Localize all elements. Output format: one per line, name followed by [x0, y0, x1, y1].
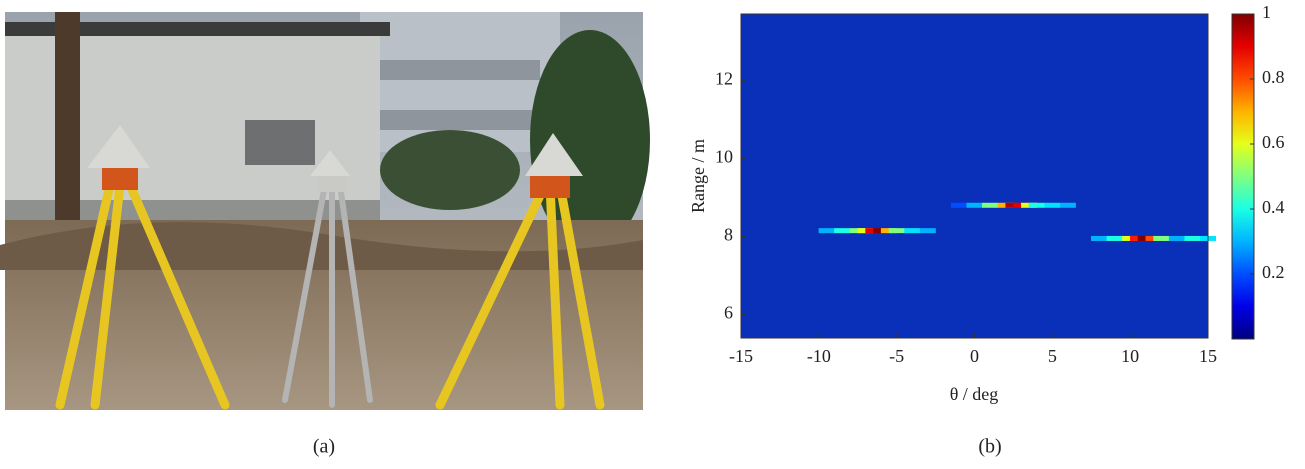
- y-tick-label: 8: [724, 225, 733, 245]
- caption: (a): [313, 436, 335, 458]
- heatmap-cell: [1091, 236, 1107, 241]
- y-axis-label: Range / m: [688, 139, 708, 213]
- x-tick-label: -10: [807, 346, 831, 366]
- y-tick-label: 12: [715, 68, 733, 88]
- x-tick-label: -5: [889, 346, 904, 366]
- colorbar: [1232, 14, 1254, 339]
- heatmap-cell: [1060, 203, 1076, 208]
- caption: (b): [978, 436, 1001, 458]
- heatmap-cell: [920, 228, 936, 233]
- heatmap-cell: [1184, 236, 1200, 241]
- heatmap-cell: [819, 228, 835, 233]
- x-axis-label: θ / deg: [950, 384, 999, 404]
- heatmap-cell: [889, 228, 905, 233]
- figure: θ / deg Range / m (a) (b) -15 -10 -5 0 5 10 15…: [0, 0, 1305, 464]
- x-tick-label: -15: [729, 346, 753, 366]
- colorbar-tick-label: 0.6: [1262, 132, 1285, 152]
- heatmap-background: [741, 14, 1208, 338]
- heatmap-cell: [904, 228, 920, 233]
- y-tick-label: 10: [715, 147, 733, 167]
- colorbar-tick-label: 0.4: [1262, 197, 1285, 217]
- heatmap-cell: [982, 203, 998, 208]
- page: θ / deg Range / m (a) (b) -15 -10 -5 0 5 10 15…: [0, 0, 1305, 464]
- heatmap-cell: [1153, 236, 1169, 241]
- heatmap-cell: [1107, 236, 1123, 241]
- heatmap-cell: [1029, 203, 1045, 208]
- heatmap-cell: [1169, 236, 1185, 241]
- y-tick-label: 6: [724, 303, 733, 323]
- heatmap-cell: [834, 228, 850, 233]
- photo: [0, 12, 650, 410]
- x-tick-label: 15: [1199, 346, 1217, 366]
- colorbar-tick-label: 1: [1262, 2, 1271, 22]
- heatmap-cell: [951, 203, 967, 208]
- heatmap-cell: [967, 203, 983, 208]
- x-tick-label: 0: [970, 346, 979, 366]
- colorbar-tick-label: 0.2: [1262, 262, 1285, 282]
- colorbar-tick-label: 0.8: [1262, 67, 1285, 87]
- x-tick-label: 10: [1121, 346, 1139, 366]
- heatmap-cell: [1044, 203, 1060, 208]
- x-tick-label: 5: [1048, 346, 1057, 366]
